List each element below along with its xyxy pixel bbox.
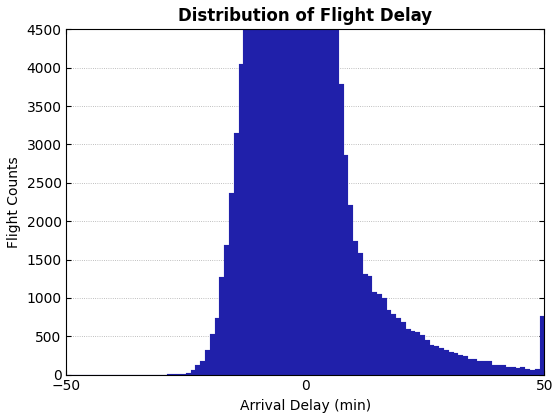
Bar (229, 193, 234, 375)
Bar (334, 0, 339, 375)
Bar (391, 314, 396, 375)
Bar (468, 360, 473, 375)
Bar (497, 365, 501, 375)
Bar (353, 241, 358, 375)
Bar (315, 0, 320, 375)
Bar (372, 291, 377, 375)
Bar (367, 276, 372, 375)
Bar (458, 354, 463, 375)
Bar (454, 353, 458, 375)
Bar (425, 340, 430, 375)
Bar (176, 374, 181, 375)
Bar (291, 0, 296, 375)
Bar (186, 373, 191, 375)
Y-axis label: Flight Counts: Flight Counts (7, 156, 21, 248)
Bar (243, 0, 248, 375)
Bar (248, 0, 253, 375)
Bar (234, 133, 239, 375)
Bar (463, 357, 468, 375)
Bar (435, 346, 439, 375)
Bar (535, 369, 539, 375)
Bar (277, 0, 282, 375)
Bar (339, 84, 344, 375)
Bar (406, 328, 410, 375)
Bar (181, 373, 186, 375)
Bar (386, 310, 391, 375)
Bar (358, 252, 363, 375)
Bar (272, 0, 277, 375)
Bar (439, 348, 444, 375)
Bar (416, 331, 420, 375)
Bar (305, 0, 310, 375)
Bar (282, 0, 286, 375)
Bar (492, 365, 497, 375)
Bar (286, 0, 291, 375)
Bar (516, 368, 520, 375)
Bar (329, 0, 334, 375)
Bar (324, 0, 329, 375)
Bar (239, 64, 243, 375)
Bar (482, 361, 487, 375)
Bar (444, 350, 449, 375)
Bar (195, 365, 200, 375)
Bar (263, 0, 267, 375)
Bar (396, 318, 401, 375)
Bar (377, 294, 382, 375)
Bar (348, 205, 353, 375)
Bar (382, 298, 386, 375)
Bar (520, 367, 525, 375)
Bar (363, 274, 367, 375)
Bar (320, 0, 324, 375)
Bar (296, 0, 301, 375)
Bar (430, 344, 435, 375)
Bar (267, 0, 272, 375)
Bar (301, 0, 305, 375)
Bar (410, 331, 416, 375)
Bar (530, 370, 535, 375)
Bar (205, 350, 210, 375)
Bar (511, 367, 516, 375)
Bar (473, 359, 478, 375)
Bar (310, 0, 315, 375)
X-axis label: Arrival Delay (min): Arrival Delay (min) (240, 399, 371, 413)
Bar (401, 322, 406, 375)
Bar (258, 0, 263, 375)
Bar (487, 361, 492, 375)
Bar (210, 333, 214, 375)
Title: Distribution of Flight Delay: Distribution of Flight Delay (178, 7, 432, 25)
Bar (506, 367, 511, 375)
Bar (191, 370, 195, 375)
Bar (220, 277, 224, 375)
Bar (478, 361, 482, 375)
Bar (525, 369, 530, 375)
Bar (214, 318, 220, 375)
Bar (200, 361, 205, 375)
Bar (539, 316, 544, 375)
Bar (449, 352, 454, 375)
Bar (344, 155, 348, 375)
Bar (253, 0, 258, 375)
Bar (420, 335, 425, 375)
Bar (224, 245, 229, 375)
Bar (501, 365, 506, 375)
